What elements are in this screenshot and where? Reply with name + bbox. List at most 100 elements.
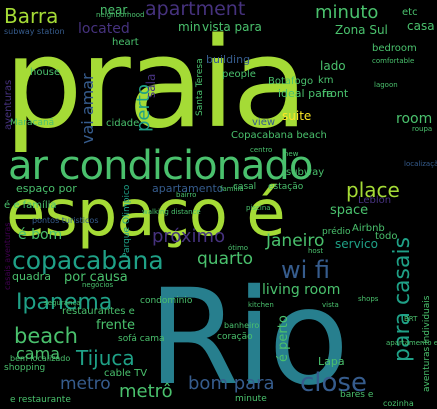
word-brt: BRT	[404, 315, 418, 323]
word-frente: frente	[96, 318, 135, 333]
word-tijuca: Tijuca	[76, 346, 135, 370]
word-etc: etc	[402, 7, 418, 18]
word-bom-para: bom para	[188, 373, 275, 394]
word-bed: host	[308, 247, 324, 255]
word-lapa: Lapa	[318, 355, 345, 368]
word-comfortable: comfortable	[372, 57, 415, 65]
word-e-bom: é bom	[18, 227, 63, 243]
word-room: room	[396, 111, 433, 127]
word-cama: cama	[16, 344, 60, 363]
word-neighborhood: neighborhood	[96, 11, 145, 19]
word-station: new	[284, 150, 299, 158]
word-proximo: próximo	[152, 226, 226, 247]
word-espaco-por: espaço por	[16, 182, 77, 195]
word-people: people	[222, 69, 256, 80]
word-building: building	[206, 53, 251, 66]
word-todo: todo	[375, 231, 398, 242]
word-coracao: coração	[217, 332, 253, 342]
word-zona-sul: Zona Sul	[335, 23, 388, 37]
word-minute: minute	[235, 394, 267, 404]
word-tv: ótimo	[228, 244, 249, 252]
word-pontos-turisticos: pontos turisticos	[32, 216, 99, 225]
word-vai-amar: vai amar	[78, 73, 97, 144]
word-espaco-small: localização	[404, 160, 437, 168]
word-front: front	[322, 87, 349, 100]
word-city: lagoon	[374, 81, 398, 89]
word-e-restaurante: e restaurante	[10, 395, 71, 405]
word-localizacao: segurança	[44, 299, 81, 307]
word-casais: família	[220, 185, 244, 193]
word-shopping: shopping	[4, 363, 46, 373]
word-apartamento: apartamento	[152, 182, 224, 195]
word-cable-tv: cable TV	[104, 368, 148, 379]
word-e-perto: é perto	[276, 315, 291, 362]
word-vista-para: vista para	[202, 20, 262, 34]
word-negocios: negócios	[82, 281, 114, 289]
word-walking-distance: walking distance	[142, 208, 201, 216]
word-host: shops	[358, 295, 379, 303]
word-copacabana-beach: Copacabana beach	[231, 130, 327, 141]
word-rio: Rio	[148, 261, 349, 409]
word-metro-accent: metrô	[119, 381, 173, 402]
word-walk: kitchen	[248, 301, 274, 309]
word-bares-e: bares e	[340, 390, 374, 400]
word-ideal-para: ideal para	[278, 87, 334, 100]
word-casa: casa	[407, 19, 435, 33]
word-barra: Barra	[4, 4, 59, 28]
word-cidade: cidade	[106, 118, 140, 129]
word-espaco-e: espaço é	[6, 177, 286, 251]
word-heart: heart	[112, 37, 139, 48]
word-lado: lado	[320, 59, 346, 73]
word-predio: prédio	[322, 227, 351, 237]
word-apartment: apartment	[145, 0, 246, 20]
word-living-room: living room	[262, 282, 341, 298]
word-e-familia: é e família	[4, 200, 57, 211]
word-space: space	[330, 203, 369, 218]
word-banheiro: banheiro	[224, 321, 260, 330]
word-metro: metro	[60, 374, 111, 394]
word-subway: subway	[286, 167, 325, 178]
word-minuto: minuto	[315, 2, 379, 23]
word-casal: casal	[233, 182, 257, 192]
word-aventuras: aventuras	[3, 79, 14, 130]
word-restaurantes-e: restaurantes e	[62, 306, 135, 317]
word-roupa: roupa	[412, 125, 433, 133]
word-casais-aventuras: casais aventuras	[3, 222, 12, 291]
word-praia: praia	[4, 12, 308, 156]
word-house: house	[30, 67, 61, 78]
word-quadra: quadra	[12, 270, 51, 283]
word-subway-station: subway station	[4, 27, 65, 36]
word-cozinha: cozinha	[383, 399, 414, 408]
word-mar: vista	[322, 301, 339, 309]
word-suite: suite	[282, 109, 312, 123]
word-estacao: estação	[268, 182, 304, 192]
word-ipanema: Ipanema	[16, 290, 113, 315]
word-condominio: condominio	[140, 296, 193, 306]
word-vista: apartamento e	[386, 339, 437, 347]
word-airbnb: Airbnb	[352, 223, 385, 234]
word-sala: sala	[144, 73, 158, 98]
word-botafogo: Botafogo	[268, 76, 314, 87]
word-piscina: piscina	[246, 204, 271, 212]
word-min: min	[178, 20, 201, 34]
word-janeiro: Janeiro	[266, 231, 325, 251]
word-view: view	[252, 117, 276, 128]
word-near: near	[100, 3, 128, 17]
word-sofa-cama: sofá cama	[118, 334, 165, 344]
word-por-causa: por causa	[64, 270, 128, 285]
word-leblon: Leblon	[358, 195, 392, 206]
word-bedroom: bedroom	[372, 43, 417, 54]
word-quarto: quarto	[197, 249, 254, 269]
word-centro: centro	[250, 146, 273, 154]
word-wi-fi: wi fi	[281, 256, 331, 284]
word-km: km	[318, 75, 334, 86]
word-bem-localizado: bem localizado	[10, 354, 71, 363]
word-bairro: bairro	[176, 191, 197, 199]
word-parque-olimpico: Parque Olimpico	[122, 184, 132, 258]
word-copacabana: copacabana	[12, 246, 164, 275]
word-servico: servico	[335, 237, 378, 251]
word-located: located	[78, 21, 130, 37]
word-santa-teresa: Santa Teresa	[195, 58, 205, 116]
word-ar-condicionado: ar condicionado	[8, 143, 313, 189]
